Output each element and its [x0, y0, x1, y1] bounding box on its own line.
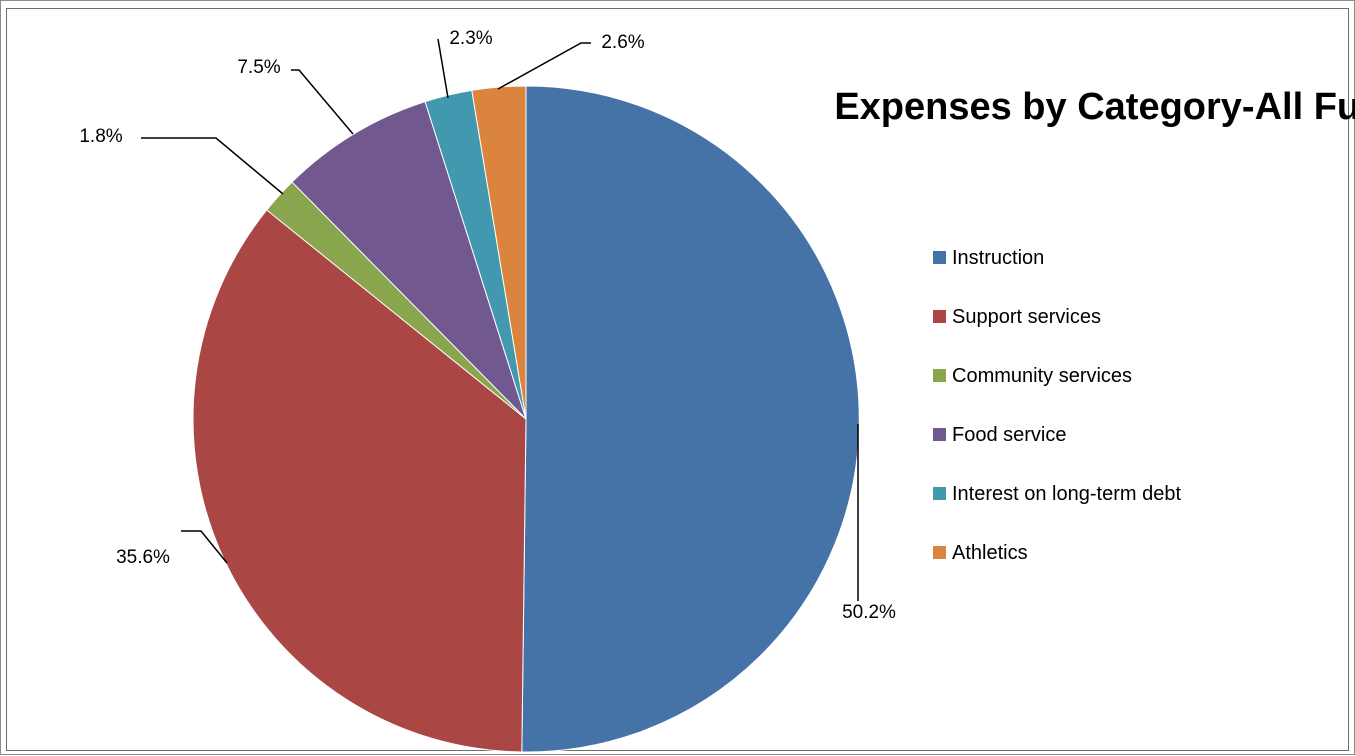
- legend-swatch: [933, 546, 946, 559]
- data-label: 2.6%: [601, 32, 644, 53]
- legend-label: Instruction: [952, 247, 1044, 269]
- legend-label: Interest on long-term debt: [952, 483, 1181, 505]
- legend: Instruction Support services Community ser…: [933, 247, 1181, 564]
- chart-title: Expenses by Category-All Funds: [834, 86, 1355, 128]
- legend-swatch: [933, 310, 946, 323]
- legend-swatch: [933, 428, 946, 441]
- legend-label: Food service: [952, 424, 1067, 446]
- leader-line: [141, 137, 284, 195]
- data-label: 35.6%: [116, 547, 170, 568]
- legend-label: Community services: [952, 365, 1132, 387]
- pie-slices: [192, 85, 860, 753]
- pie-slice-food-service: [291, 101, 527, 420]
- chart-area: [6, 8, 1349, 751]
- leader-line: [291, 69, 354, 135]
- leader-line: [437, 38, 449, 99]
- legend-label: Support services: [952, 306, 1101, 328]
- leader-line: [497, 42, 591, 90]
- pie-slice-athletics: [471, 85, 527, 420]
- data-label: 2.3%: [449, 28, 492, 49]
- data-labels: 50.2% 35.6% 1.8% 7.5% 2.3% 2.6%: [79, 28, 896, 623]
- data-label: 50.2%: [842, 602, 896, 623]
- legend-swatch: [933, 487, 946, 500]
- legend-swatch: [933, 251, 946, 264]
- data-label: 7.5%: [237, 57, 280, 78]
- leader-line: [181, 530, 228, 564]
- leader-lines: [141, 38, 859, 601]
- pie-slice-instruction: [521, 85, 860, 753]
- legend-label: Athletics: [952, 542, 1028, 564]
- data-label: 1.8%: [79, 126, 122, 147]
- legend-swatch: [933, 369, 946, 382]
